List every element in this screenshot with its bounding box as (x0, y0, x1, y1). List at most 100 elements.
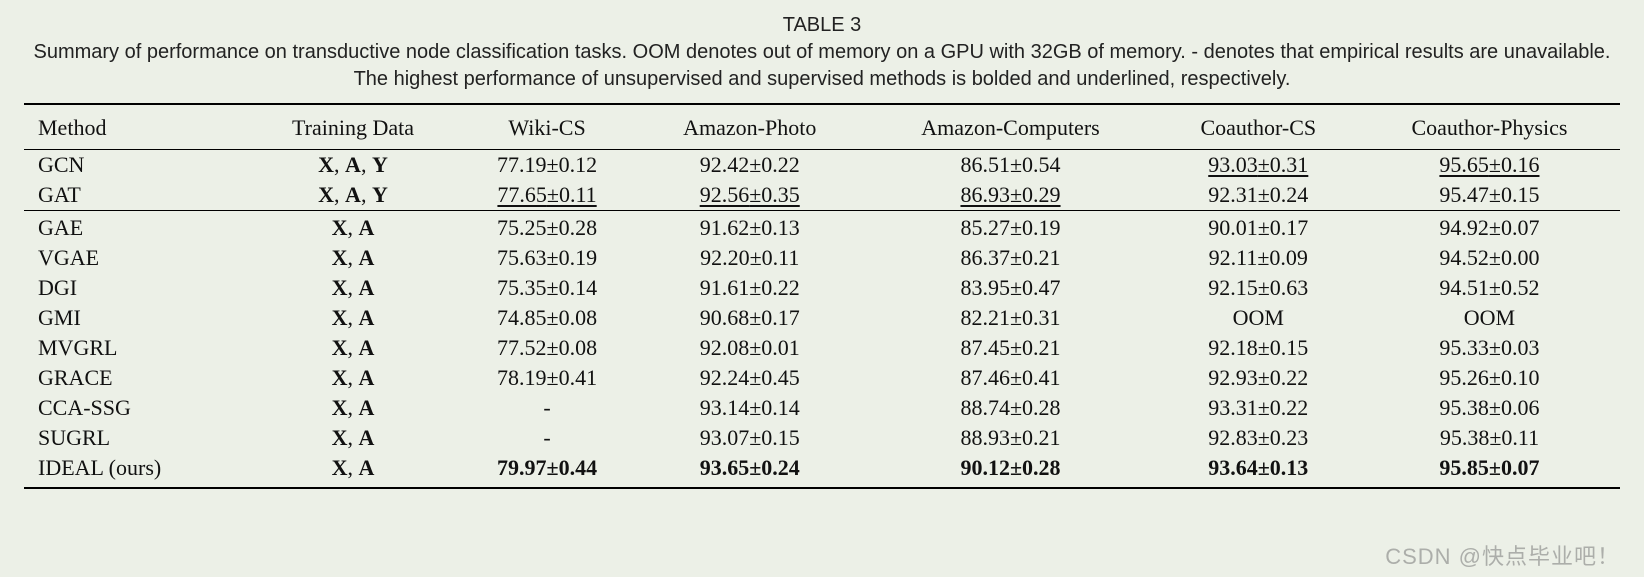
col-training-data: Training Data (248, 104, 458, 150)
table-row: GMIX, A74.85±0.0890.68±0.1782.21±0.31OOM… (24, 303, 1620, 333)
cell-value: 78.19±0.41 (458, 363, 636, 393)
cell-value: 92.08±0.01 (636, 333, 863, 363)
cell-method: GCN (24, 150, 248, 181)
cell-value: 95.47±0.15 (1359, 180, 1620, 211)
cell-value: 93.31±0.22 (1158, 393, 1359, 423)
cell-method: GAT (24, 180, 248, 211)
cell-value: 86.51±0.54 (863, 150, 1157, 181)
cell-value: OOM (1158, 303, 1359, 333)
cell-value: 92.18±0.15 (1158, 333, 1359, 363)
cell-method: VGAE (24, 243, 248, 273)
cell-training-data: X, A, Y (248, 150, 458, 181)
table-row: GCNX, A, Y77.19±0.1292.42±0.2286.51±0.54… (24, 150, 1620, 181)
cell-value: 77.19±0.12 (458, 150, 636, 181)
cell-training-data: X, A (248, 243, 458, 273)
table-row: CCA-SSGX, A-93.14±0.1488.74±0.2893.31±0.… (24, 393, 1620, 423)
cell-training-data: X, A (248, 363, 458, 393)
cell-training-data: X, A (248, 423, 458, 453)
cell-method: CCA-SSG (24, 393, 248, 423)
cell-training-data: X, A (248, 303, 458, 333)
cell-value: 88.93±0.21 (863, 423, 1157, 453)
table-row: GATX, A, Y77.65±0.1192.56±0.3586.93±0.29… (24, 180, 1620, 211)
cell-value: 93.64±0.13 (1158, 453, 1359, 488)
col-coauthor-physics: Coauthor-Physics (1359, 104, 1620, 150)
cell-value: - (458, 393, 636, 423)
table-row: VGAEX, A75.63±0.1992.20±0.1186.37±0.2192… (24, 243, 1620, 273)
table-caption-block: TABLE 3 Summary of performance on transd… (24, 12, 1620, 93)
cell-method: GMI (24, 303, 248, 333)
cell-value: 75.63±0.19 (458, 243, 636, 273)
cell-training-data: X, A, Y (248, 180, 458, 211)
cell-method: MVGRL (24, 333, 248, 363)
cell-value: 95.65±0.16 (1359, 150, 1620, 181)
cell-value: 95.85±0.07 (1359, 453, 1620, 488)
cell-value: 95.38±0.11 (1359, 423, 1620, 453)
table-row: SUGRLX, A-93.07±0.1588.93±0.2192.83±0.23… (24, 423, 1620, 453)
cell-value: 74.85±0.08 (458, 303, 636, 333)
cell-training-data: X, A (248, 273, 458, 303)
cell-value: 95.26±0.10 (1359, 363, 1620, 393)
cell-value: 95.38±0.06 (1359, 393, 1620, 423)
cell-value: 93.65±0.24 (636, 453, 863, 488)
cell-method: IDEAL (ours) (24, 453, 248, 488)
results-table: Method Training Data Wiki-CS Amazon-Phot… (24, 103, 1620, 489)
cell-value: 95.33±0.03 (1359, 333, 1620, 363)
cell-method: GAE (24, 211, 248, 244)
cell-value: 94.52±0.00 (1359, 243, 1620, 273)
cell-value: 93.14±0.14 (636, 393, 863, 423)
cell-training-data: X, A (248, 333, 458, 363)
cell-value: 79.97±0.44 (458, 453, 636, 488)
cell-training-data: X, A (248, 211, 458, 244)
col-amazon-computers: Amazon-Computers (863, 104, 1157, 150)
cell-value: 82.21±0.31 (863, 303, 1157, 333)
cell-value: 92.24±0.45 (636, 363, 863, 393)
cell-value: 92.20±0.11 (636, 243, 863, 273)
cell-value: 90.12±0.28 (863, 453, 1157, 488)
table-header-row: Method Training Data Wiki-CS Amazon-Phot… (24, 104, 1620, 150)
table-label: TABLE 3 (24, 12, 1620, 39)
cell-training-data: X, A (248, 393, 458, 423)
cell-value: 92.56±0.35 (636, 180, 863, 211)
cell-value: 87.45±0.21 (863, 333, 1157, 363)
cell-value: OOM (1359, 303, 1620, 333)
cell-value: 92.83±0.23 (1158, 423, 1359, 453)
cell-value: 92.31±0.24 (1158, 180, 1359, 211)
table-row: IDEAL (ours)X, A79.97±0.4493.65±0.2490.1… (24, 453, 1620, 488)
table-row: DGIX, A75.35±0.1491.61±0.2283.95±0.4792.… (24, 273, 1620, 303)
cell-value: 92.11±0.09 (1158, 243, 1359, 273)
col-coauthor-cs: Coauthor-CS (1158, 104, 1359, 150)
cell-value: 77.65±0.11 (458, 180, 636, 211)
cell-value: 92.93±0.22 (1158, 363, 1359, 393)
cell-value: 85.27±0.19 (863, 211, 1157, 244)
cell-training-data: X, A (248, 453, 458, 488)
cell-value: 75.35±0.14 (458, 273, 636, 303)
cell-method: DGI (24, 273, 248, 303)
col-method: Method (24, 104, 248, 150)
cell-value: 91.62±0.13 (636, 211, 863, 244)
cell-value: 86.93±0.29 (863, 180, 1157, 211)
cell-value: 93.03±0.31 (1158, 150, 1359, 181)
cell-value: 87.46±0.41 (863, 363, 1157, 393)
cell-value: - (458, 423, 636, 453)
cell-value: 75.25±0.28 (458, 211, 636, 244)
cell-value: 94.92±0.07 (1359, 211, 1620, 244)
cell-value: 83.95±0.47 (863, 273, 1157, 303)
table-row: GAEX, A75.25±0.2891.62±0.1385.27±0.1990.… (24, 211, 1620, 244)
cell-value: 88.74±0.28 (863, 393, 1157, 423)
table-caption: Summary of performance on transductive n… (24, 39, 1620, 93)
cell-method: SUGRL (24, 423, 248, 453)
cell-method: GRACE (24, 363, 248, 393)
cell-value: 86.37±0.21 (863, 243, 1157, 273)
cell-value: 93.07±0.15 (636, 423, 863, 453)
cell-value: 92.15±0.63 (1158, 273, 1359, 303)
watermark-text: CSDN @快点毕业吧！ (1385, 539, 1620, 571)
cell-value: 90.68±0.17 (636, 303, 863, 333)
cell-value: 92.42±0.22 (636, 150, 863, 181)
table-row: GRACEX, A78.19±0.4192.24±0.4587.46±0.419… (24, 363, 1620, 393)
cell-value: 94.51±0.52 (1359, 273, 1620, 303)
table-row: MVGRLX, A77.52±0.0892.08±0.0187.45±0.219… (24, 333, 1620, 363)
col-amazon-photo: Amazon-Photo (636, 104, 863, 150)
col-wiki-cs: Wiki-CS (458, 104, 636, 150)
cell-value: 90.01±0.17 (1158, 211, 1359, 244)
cell-value: 91.61±0.22 (636, 273, 863, 303)
